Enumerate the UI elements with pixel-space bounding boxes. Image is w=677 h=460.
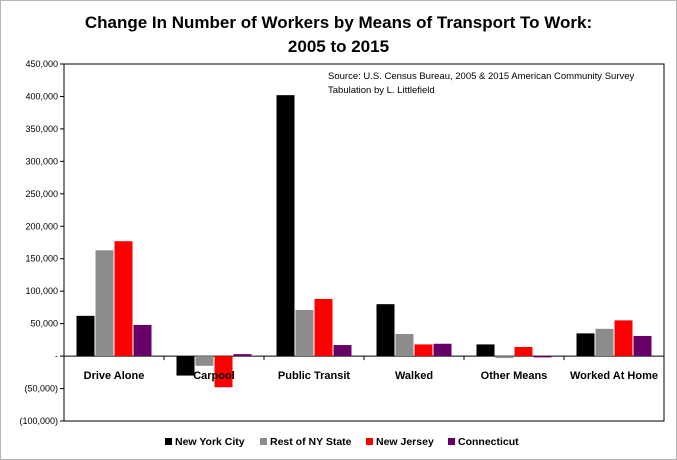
- bar: [495, 356, 514, 359]
- bar: [433, 343, 452, 357]
- source-annotation: Source: U.S. Census Bureau, 2005 & 2015 …: [328, 71, 635, 96]
- legend-swatch: [366, 438, 373, 445]
- bar: [133, 324, 152, 357]
- bar: [414, 344, 433, 357]
- chart-title-line-2: 2005 to 2015: [287, 37, 390, 56]
- bar: [95, 250, 114, 357]
- category-label: Carpool: [193, 370, 235, 382]
- category-label: Other Means: [481, 370, 548, 382]
- bar: [576, 333, 595, 357]
- bar: [276, 95, 295, 357]
- category-label: Worked At Home: [570, 370, 658, 382]
- bar: [395, 334, 414, 357]
- bar: [314, 298, 333, 357]
- legend-label: New York City: [175, 436, 245, 448]
- y-tick-label: 400,000: [25, 91, 58, 101]
- bar: [333, 345, 352, 357]
- bar: [633, 335, 652, 357]
- bar: [614, 320, 633, 357]
- y-tick-label: (100,000): [19, 416, 58, 426]
- source-note-line-1: Source: U.S. Census Bureau, 2005 & 2015 …: [328, 71, 635, 82]
- bar: [76, 315, 95, 357]
- bar: [214, 356, 233, 388]
- bar: [376, 304, 395, 357]
- y-tick-label: 300,000: [25, 156, 58, 166]
- y-tick-label: (50,000): [24, 384, 58, 394]
- y-tick-label: -: [55, 351, 58, 361]
- category-label: Public Transit: [278, 370, 350, 382]
- bars: [63, 95, 652, 388]
- y-tick-label: 150,000: [25, 254, 58, 264]
- bar: [295, 310, 314, 357]
- bar: [233, 354, 252, 357]
- legend-label: New Jersey: [376, 436, 434, 448]
- y-tick-label: 100,000: [25, 286, 58, 296]
- bar: [595, 328, 614, 357]
- category-label: Walked: [395, 370, 433, 382]
- y-tick-label: 50,000: [30, 319, 58, 329]
- y-tick-label: 350,000: [25, 124, 58, 134]
- legend-swatch: [165, 438, 172, 445]
- legend: New York City Rest of NY State New Jersey C…: [165, 436, 519, 448]
- y-tick-label: 200,000: [25, 221, 58, 231]
- bar: [533, 356, 552, 358]
- bar: [176, 356, 195, 376]
- legend-label: Connecticut: [458, 436, 519, 448]
- legend-swatch: [448, 438, 455, 445]
- source-note-line-2: Tabulation by L. Littlefield: [328, 85, 435, 96]
- legend-label: Rest of NY State: [270, 436, 352, 448]
- y-tick-label: 450,000: [25, 59, 58, 69]
- plot-area: [63, 63, 665, 422]
- bar: [114, 241, 133, 357]
- category-label: Drive Alone: [84, 370, 145, 382]
- y-tick-label: 250,000: [25, 189, 58, 199]
- plot-border: [63, 63, 665, 422]
- bar: [195, 356, 214, 366]
- chart-title-line-1: Change In Number of Workers by Means of …: [84, 13, 593, 32]
- bar: [476, 344, 495, 357]
- bar: [514, 347, 533, 357]
- x-axis: Drive Alone Carpool Public Transit Walked Ot…: [84, 370, 658, 382]
- legend-swatch: [260, 438, 267, 445]
